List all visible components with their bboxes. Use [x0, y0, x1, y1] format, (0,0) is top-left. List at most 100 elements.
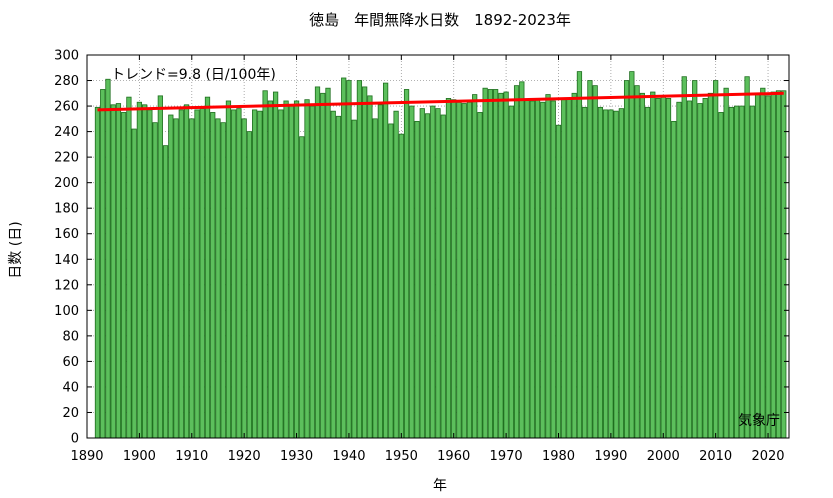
bar-1911	[194, 109, 200, 439]
bar-1936	[325, 87, 331, 439]
bar-2010	[713, 80, 719, 439]
bar-1964	[472, 94, 478, 439]
bar-1894	[105, 78, 111, 439]
bar-1921	[246, 131, 253, 439]
x-tick-label: 1980	[542, 449, 575, 464]
bar-2019	[760, 87, 766, 439]
bar-1987	[592, 85, 598, 439]
y-tick-label: 120	[54, 278, 79, 293]
x-tick-label: 1890	[70, 449, 103, 464]
bar-1928	[283, 100, 289, 439]
bar-1996	[639, 92, 645, 439]
bar-1919	[236, 108, 242, 439]
bar-1998	[650, 91, 656, 439]
bar-2014	[733, 105, 740, 439]
bar-1941	[351, 119, 357, 439]
bar-1961	[456, 101, 462, 439]
bar-1939	[341, 77, 347, 439]
x-tick-label: 1970	[490, 449, 523, 464]
bar-1984	[576, 71, 583, 439]
bar-1997	[644, 106, 651, 439]
chart-title: 徳島 年間無降水日数 1892-2023年	[309, 11, 571, 29]
bar-2021	[770, 91, 776, 439]
y-tick-label: 20	[62, 406, 79, 421]
bar-2001	[665, 98, 672, 439]
bars	[94, 71, 787, 439]
bar-1918	[231, 109, 237, 439]
y-tick-label: 100	[54, 304, 79, 319]
bar-1940	[346, 80, 352, 439]
bar-1933	[309, 105, 315, 439]
bar-1915	[215, 118, 221, 439]
bar-1904	[157, 95, 163, 439]
bar-1893	[100, 89, 106, 439]
bar-2022	[775, 90, 782, 439]
bar-1902	[147, 109, 153, 439]
y-tick-label: 220	[54, 151, 79, 166]
x-tick-label: 1920	[228, 449, 261, 464]
y-tick-label: 140	[54, 253, 79, 268]
bar-1943	[362, 86, 368, 439]
y-tick-label: 180	[54, 202, 79, 217]
bar-2013	[728, 106, 734, 439]
bar-2006	[692, 80, 698, 439]
y-axis-label: 日数 (日)	[8, 221, 24, 278]
y-tick-label: 240	[54, 125, 79, 140]
bar-1948	[388, 123, 394, 439]
bar-1952	[409, 105, 415, 439]
bar-1958	[440, 114, 446, 439]
y-tick-label: 0	[71, 432, 79, 447]
bar-1892	[94, 106, 101, 439]
bar-1896	[115, 103, 122, 439]
axis-ticks: 0 20 40 60 80 100 120 140 160 180 200 220 240 260 280 3…	[54, 49, 789, 464]
bar-1965	[477, 112, 483, 439]
bar-1909	[183, 104, 190, 439]
bar-1959	[445, 98, 452, 439]
bar-1972	[513, 85, 520, 439]
y-tick-label: 260	[54, 100, 79, 115]
bar-1976	[534, 99, 541, 439]
trend-line	[97, 91, 784, 112]
bar-1992	[618, 108, 624, 439]
bar-2018	[754, 92, 761, 439]
bar-1942	[356, 80, 363, 439]
bar-1944	[367, 95, 373, 439]
bar-1929	[288, 105, 294, 439]
bar-1950	[398, 133, 404, 439]
y-tick-label: 160	[54, 227, 79, 242]
bar-2002	[671, 120, 677, 439]
x-tick-label: 2000	[647, 449, 680, 464]
bar-2016	[744, 76, 750, 439]
bar-1983	[571, 92, 577, 439]
bar-1895	[110, 104, 116, 439]
bar-1932	[304, 99, 310, 439]
bar-1967	[487, 89, 494, 439]
bar-1978	[545, 94, 551, 439]
bar-1971	[508, 105, 514, 439]
bar-2023	[781, 90, 787, 439]
bar-1910	[189, 118, 195, 439]
bar-1913	[204, 96, 211, 439]
bar-1938	[335, 115, 342, 439]
bar-1994	[629, 71, 635, 439]
bar-1974	[524, 99, 530, 439]
bar-2003	[676, 101, 682, 439]
bar-1934	[314, 86, 321, 439]
bar-1957	[435, 108, 441, 439]
x-tick-label: 1930	[280, 449, 313, 464]
bar-1905	[162, 145, 169, 439]
credit-label: 気象庁	[738, 413, 780, 429]
bar-1985	[582, 106, 588, 439]
bar-1947	[382, 82, 389, 439]
bar-2007	[697, 103, 703, 439]
bar-1945	[372, 118, 378, 439]
y-tick-label: 40	[62, 380, 79, 395]
y-tick-label: 300	[54, 49, 79, 64]
bar-1982	[566, 98, 572, 439]
bar-1931	[299, 136, 305, 439]
bar-1954	[419, 108, 425, 439]
y-tick-label: 60	[62, 355, 79, 370]
bar-1970	[503, 91, 509, 439]
bar-1897	[121, 112, 127, 439]
